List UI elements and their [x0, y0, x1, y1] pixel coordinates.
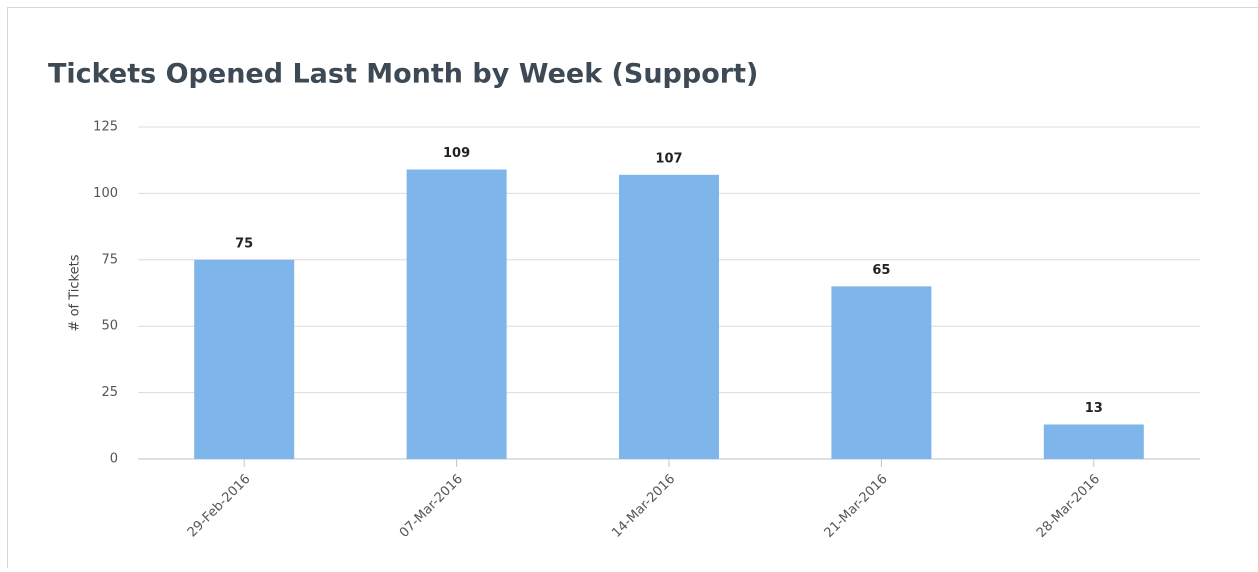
y-tick-label: 25 — [101, 385, 118, 400]
data-label: 107 — [655, 151, 682, 166]
y-tick-label: 75 — [101, 252, 118, 267]
y-tick-label: 125 — [93, 120, 118, 135]
y-tick-label: 100 — [93, 186, 118, 201]
bar — [1044, 424, 1144, 459]
y-tick-label: 50 — [101, 319, 118, 334]
data-label: 109 — [443, 146, 470, 161]
data-label: 75 — [235, 236, 253, 251]
chart-title: Tickets Opened Last Month by Week (Suppo… — [48, 59, 758, 90]
data-label: 65 — [872, 263, 890, 278]
data-label: 13 — [1085, 401, 1103, 416]
y-tick-label: 0 — [110, 452, 118, 467]
bar — [194, 260, 294, 459]
bar — [831, 286, 931, 459]
y-axis-label: # of Tickets — [68, 254, 83, 331]
bar — [407, 169, 507, 459]
bar — [619, 175, 719, 459]
